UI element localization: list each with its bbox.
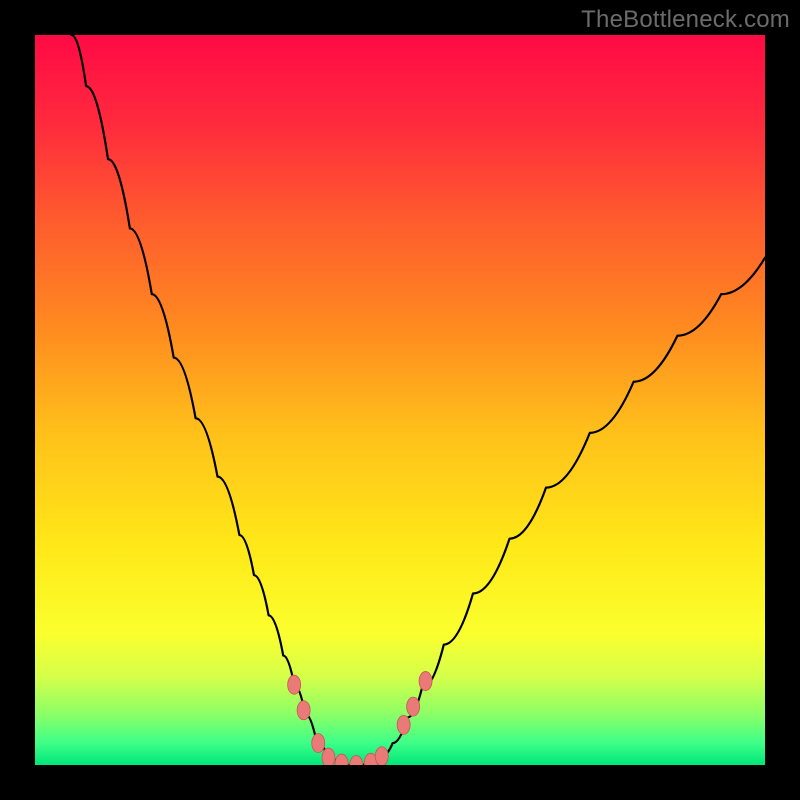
curve-marker (407, 697, 420, 716)
curve-marker (419, 672, 432, 691)
curve-marker (312, 734, 325, 753)
gradient-background (35, 35, 765, 765)
bottleneck-curve-chart (35, 35, 765, 765)
curve-marker (288, 675, 301, 694)
curve-marker (322, 748, 335, 765)
curve-marker (297, 701, 310, 720)
curve-marker (397, 715, 410, 734)
watermark-text: TheBottleneck.com (581, 6, 790, 34)
curve-marker (375, 747, 388, 765)
chart-stage: TheBottleneck.com (0, 0, 800, 800)
